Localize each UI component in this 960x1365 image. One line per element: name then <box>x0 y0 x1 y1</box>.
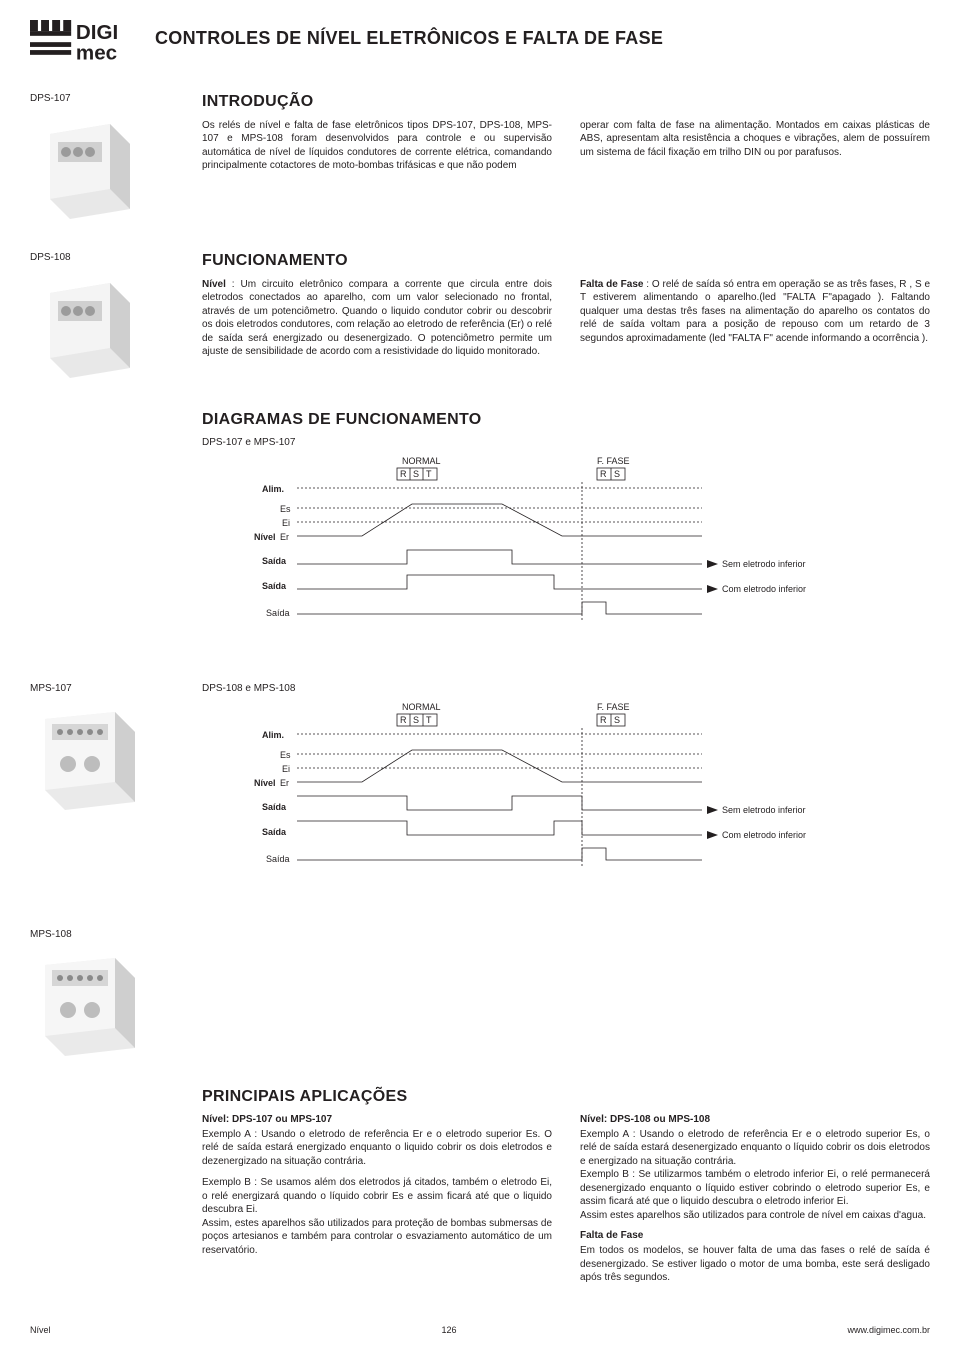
func-nivel-bold: Nível <box>202 279 226 290</box>
page-header: DIGI mec CONTROLES DE NÍVEL ELETRÔNICOS … <box>30 20 930 71</box>
svg-text:DIGI: DIGI <box>76 21 118 44</box>
svg-text:Nível: Nível <box>254 532 276 542</box>
page-title: CONTROLES DE NÍVEL ELETRÔNICOS E FALTA D… <box>155 20 663 49</box>
func-text-col2: Falta de Fase : O relé de saída só entra… <box>580 278 930 359</box>
d1-ffase-label: F. FASE <box>597 456 630 466</box>
product-label-dps107: DPS-107 <box>30 93 180 104</box>
product-label-dps108: DPS-108 <box>30 252 180 263</box>
section-diagramas: DIAGRAMAS DE FUNCIONAMENTO DPS-107 e MPS… <box>202 411 930 655</box>
svg-text:Saída: Saída <box>266 608 290 618</box>
brand-logo: DIGI mec <box>30 20 125 71</box>
func-text-col1: Nível : Um circuito eletrônico compara a… <box>202 278 552 359</box>
svg-text:Ei: Ei <box>282 518 290 528</box>
aplic-col2-h2: Falta de Fase <box>580 1230 930 1241</box>
page-footer: Nível 126 www.digimec.com.br <box>30 1325 930 1335</box>
svg-text:Saída: Saída <box>262 581 287 591</box>
aplic-col2-p4: Em todos os modelos, se houver falta de … <box>580 1244 930 1285</box>
svg-text:T: T <box>426 469 432 479</box>
svg-text:R: R <box>400 715 407 725</box>
intro-text-col2: operar com falta de fase na alimentação.… <box>580 119 930 173</box>
sidebar-dps108: DPS-108 <box>30 252 180 383</box>
aplic-col1-h1: Nível: DPS-107 ou MPS-107 <box>202 1114 552 1125</box>
svg-text:Er: Er <box>280 532 289 542</box>
product-image-dps107 <box>30 114 140 224</box>
aplic-col2-h1: Nível: DPS-108 ou MPS-108 <box>580 1114 930 1125</box>
aplic-col2-p1: Exemplo A : Usando o eletrodo de referên… <box>580 1128 930 1169</box>
svg-text:Saída: Saída <box>262 802 287 812</box>
svg-text:NORMAL: NORMAL <box>402 702 441 712</box>
d1-sem-el: Sem eletrodo inferior <box>722 559 806 569</box>
section-introducao: INTRODUÇÃO Os relés de nível e falta de … <box>202 93 930 224</box>
aplic-col2-p3: Assim estes aparelhos são utilizados par… <box>580 1209 930 1223</box>
svg-text:Com eletrodo inferior: Com eletrodo inferior <box>722 830 806 840</box>
svg-text:Alim.: Alim. <box>262 730 284 740</box>
svg-text:S: S <box>614 715 620 725</box>
section-title-diagramas: DIAGRAMAS DE FUNCIONAMENTO <box>202 411 930 429</box>
aplic-col1-p2: Exemplo B : Se usamos além dos eletrodos… <box>202 1176 552 1217</box>
svg-text:R: R <box>600 469 607 479</box>
section-title-funcionamento: FUNCIONAMENTO <box>202 252 930 270</box>
d1-com-el: Com eletrodo inferior <box>722 584 806 594</box>
aplic-col2-p2: Exemplo B : Se utilizarmos também o elet… <box>580 1168 930 1209</box>
svg-text:mec: mec <box>76 42 117 65</box>
svg-text:Es: Es <box>280 750 291 760</box>
svg-text:Es: Es <box>280 504 291 514</box>
func-falta-bold: Falta de Fase <box>580 279 643 290</box>
product-image-mps108 <box>30 950 140 1060</box>
section-funcionamento: FUNCIONAMENTO Nível : Um circuito eletrô… <box>202 252 930 383</box>
svg-text:Saída: Saída <box>262 827 287 837</box>
svg-text:Saída: Saída <box>266 854 290 864</box>
footer-left: Nível <box>30 1325 51 1335</box>
svg-text:R: R <box>400 469 407 479</box>
aplic-col1: Nível: DPS-107 ou MPS-107 Exemplo A : Us… <box>202 1114 552 1285</box>
product-label-mps108: MPS-108 <box>30 929 180 940</box>
svg-text:R: R <box>600 715 607 725</box>
product-image-mps107 <box>30 704 140 814</box>
intro-text-col1: Os relés de nível e falta de fase eletrô… <box>202 119 552 173</box>
svg-text:Sem eletrodo inferior: Sem eletrodo inferior <box>722 805 806 815</box>
svg-text:Nível: Nível <box>254 778 276 788</box>
svg-text:S: S <box>614 469 620 479</box>
svg-text:Alim.: Alim. <box>262 484 284 494</box>
svg-text:S: S <box>413 469 419 479</box>
svg-text:T: T <box>426 715 432 725</box>
svg-text:Er: Er <box>280 778 289 788</box>
product-image-dps108 <box>30 273 140 383</box>
product-label-mps107: MPS-107 <box>30 683 180 694</box>
d1-normal-label: NORMAL <box>402 456 441 466</box>
diagram2-block: DPS-108 e MPS-108 NORMAL RST F. FASE RS … <box>202 683 930 901</box>
diagram1-label: DPS-107 e MPS-107 <box>202 437 930 448</box>
footer-right: www.digimec.com.br <box>847 1325 930 1335</box>
svg-text:F. FASE: F. FASE <box>597 702 630 712</box>
svg-text:Ei: Ei <box>282 764 290 774</box>
aplic-col2: Nível: DPS-108 ou MPS-108 Exemplo A : Us… <box>580 1114 930 1285</box>
section-title-aplicacoes: PRINCIPAIS APLICAÇÕES <box>202 1088 930 1106</box>
section-title-introducao: INTRODUÇÃO <box>202 93 930 111</box>
timing-diagram-2: NORMAL RST F. FASE RS Alim. Es Ei Nível … <box>202 700 902 880</box>
svg-text:Saída: Saída <box>262 556 287 566</box>
svg-text:S: S <box>413 715 419 725</box>
timing-diagram-1: NORMAL RST F. FASE RS Alim. Es Ei Nível … <box>202 454 902 634</box>
sidebar-mps108: MPS-108 <box>30 929 180 1060</box>
sidebar-dps107: DPS-107 <box>30 93 180 224</box>
footer-center: 126 <box>441 1325 456 1335</box>
aplic-col1-p1: Exemplo A : Usando o eletrodo de referên… <box>202 1128 552 1169</box>
func-col1-text: : Um circuito eletrônico compara a corre… <box>202 279 552 358</box>
section-aplicacoes: PRINCIPAIS APLICAÇÕES Nível: DPS-107 ou … <box>202 1088 930 1285</box>
sidebar-mps107: MPS-107 <box>30 683 180 901</box>
diagram2-label: DPS-108 e MPS-108 <box>202 683 930 694</box>
aplic-col1-p3: Assim, estes aparelhos são utilizados pa… <box>202 1217 552 1258</box>
